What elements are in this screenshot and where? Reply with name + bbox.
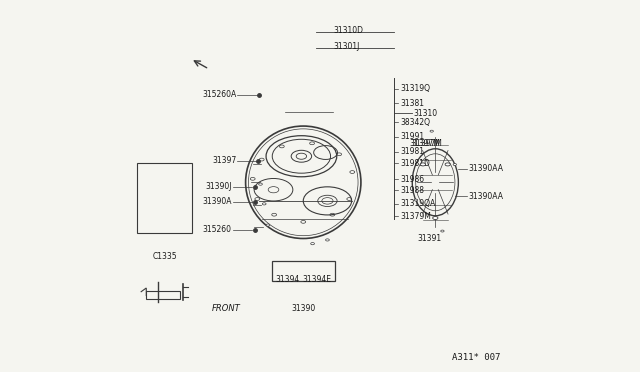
Text: 31397: 31397 [212, 156, 236, 165]
Text: 315260A: 315260A [202, 90, 236, 99]
Text: 31390AA: 31390AA [468, 192, 503, 201]
Ellipse shape [326, 239, 330, 241]
Text: 31390J: 31390J [205, 182, 232, 191]
Text: 31319Q: 31319Q [400, 84, 430, 93]
Ellipse shape [262, 203, 266, 205]
Ellipse shape [266, 224, 270, 226]
Text: 31301J: 31301J [333, 42, 360, 51]
Ellipse shape [420, 163, 426, 166]
Text: 31986: 31986 [400, 175, 424, 184]
Text: 31981D: 31981D [400, 159, 430, 168]
Text: 31394: 31394 [275, 275, 299, 283]
Text: 38342Q: 38342Q [400, 118, 430, 126]
Text: 31381: 31381 [400, 99, 424, 108]
Text: A311* 007: A311* 007 [452, 353, 500, 362]
Text: 31988: 31988 [400, 186, 424, 195]
Text: 31319QA: 31319QA [400, 199, 435, 208]
Ellipse shape [433, 217, 438, 219]
Text: 31981: 31981 [400, 147, 424, 156]
Ellipse shape [441, 230, 444, 232]
Text: 31379M: 31379M [400, 212, 431, 221]
Text: 31397M: 31397M [411, 139, 442, 148]
Text: 31390: 31390 [291, 304, 316, 312]
Text: 31991: 31991 [400, 132, 424, 141]
Ellipse shape [259, 183, 262, 185]
Text: 31310D: 31310D [333, 26, 363, 35]
Text: 31394E: 31394E [302, 275, 331, 283]
Text: 31390A: 31390A [202, 198, 232, 206]
Text: 315260: 315260 [202, 225, 232, 234]
Text: 31390AA: 31390AA [468, 164, 503, 173]
Ellipse shape [430, 130, 433, 132]
Ellipse shape [445, 163, 451, 166]
Text: 31310: 31310 [413, 109, 437, 118]
Text: 31391: 31391 [418, 234, 442, 243]
Text: C1335: C1335 [152, 252, 177, 261]
Text: 31397M: 31397M [410, 139, 440, 148]
Text: FRONT: FRONT [212, 304, 241, 313]
Ellipse shape [310, 243, 314, 245]
Ellipse shape [453, 164, 456, 166]
Ellipse shape [414, 199, 417, 201]
